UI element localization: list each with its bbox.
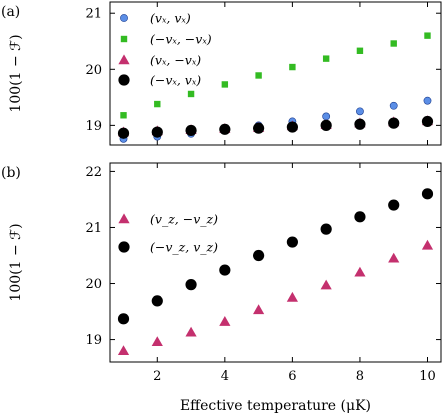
data-point	[120, 112, 127, 119]
data-point	[388, 252, 400, 263]
panel-label: (b)	[1, 165, 21, 181]
legend: (vₓ, vₓ) (−vₓ, −vₓ) (vₓ, −vₓ) (−vₓ, vₓ)	[118, 11, 212, 88]
data-point	[421, 115, 434, 128]
legend-label: (v_z, −v_z)	[150, 212, 218, 227]
series-2	[117, 115, 434, 137]
data-point	[154, 100, 161, 108]
data-point	[185, 124, 197, 137]
x-tick-label: 10	[419, 369, 436, 384]
data-point	[286, 236, 298, 248]
data-point	[185, 326, 197, 337]
y-axis-label: 100(1 − ℱ)	[8, 223, 24, 301]
data-point	[117, 345, 130, 355]
data-point	[421, 239, 434, 250]
data-point	[390, 40, 397, 47]
data-point	[320, 279, 332, 290]
data-point	[423, 96, 432, 105]
legend-marker	[120, 35, 128, 43]
data-point	[151, 126, 163, 138]
x-axis-label: Effective temperature (μK)	[180, 398, 371, 414]
legend-label: (vₓ, vₓ)	[150, 11, 191, 26]
data-point	[117, 127, 130, 139]
panel-label: (a)	[1, 4, 20, 20]
series-0	[119, 96, 432, 143]
data-point	[219, 123, 231, 135]
data-point	[424, 32, 431, 39]
y-tick-label: 21	[85, 7, 102, 22]
data-point	[354, 118, 366, 130]
data-point	[320, 119, 332, 131]
data-point	[289, 63, 296, 71]
data-point	[253, 122, 265, 134]
data-point	[322, 55, 330, 62]
legend-marker	[118, 213, 130, 224]
data-point	[187, 90, 195, 98]
data-point	[286, 121, 298, 133]
y-tick-label: 22	[85, 165, 102, 180]
data-point	[388, 117, 400, 129]
y-tick-label: 19	[85, 119, 102, 134]
x-tick-label: 2	[153, 369, 161, 384]
data-point	[117, 313, 130, 325]
legend: (v_z, −v_z) (−v_z, v_z)	[118, 212, 218, 255]
data-point	[356, 107, 364, 116]
y-tick-label: 20	[85, 277, 102, 292]
x-tick-label: 4	[221, 369, 229, 384]
legend-marker	[118, 54, 130, 65]
y-axis-label: 100(1 − ℱ)	[8, 34, 24, 112]
data-point	[388, 199, 400, 211]
data-point	[255, 72, 262, 79]
data-point	[320, 223, 332, 235]
data-point	[185, 279, 197, 291]
data-point	[354, 266, 366, 277]
series-1	[117, 188, 434, 325]
data-point	[389, 101, 398, 110]
panel-b: 2 4 6 8 10 19 20 21 22 (b) 100(1 − ℱ) Effective tem…	[1, 162, 442, 414]
series-3	[117, 115, 434, 139]
data-point	[421, 188, 434, 200]
data-point	[253, 249, 265, 262]
data-point	[354, 211, 366, 223]
legend-marker	[120, 14, 128, 22]
y-tick-label: 20	[85, 63, 102, 78]
legend-label: (vₓ, −vₓ)	[150, 53, 201, 68]
plot-frame	[109, 162, 442, 363]
x-tick-label: 6	[288, 369, 296, 384]
data-point	[253, 304, 265, 315]
data-point	[221, 81, 229, 88]
data-point	[219, 264, 231, 276]
legend-marker	[118, 74, 130, 86]
plot-frame	[109, 1, 442, 146]
legend-marker	[118, 241, 130, 253]
data-point	[322, 112, 331, 121]
legend-label: (−vₓ, vₓ)	[150, 73, 201, 88]
series-1	[120, 32, 431, 119]
series-0	[117, 239, 434, 355]
legend-label: (−vₓ, −vₓ)	[150, 32, 212, 47]
data-point	[151, 336, 163, 347]
data-point	[356, 47, 364, 54]
data-point	[286, 291, 298, 302]
data-point	[219, 316, 231, 326]
data-point	[151, 295, 163, 307]
y-tick-label: 21	[85, 221, 102, 236]
x-tick-label: 8	[356, 369, 364, 384]
legend-label: (−v_z, v_z)	[150, 240, 218, 255]
y-tick-label: 19	[85, 333, 102, 348]
